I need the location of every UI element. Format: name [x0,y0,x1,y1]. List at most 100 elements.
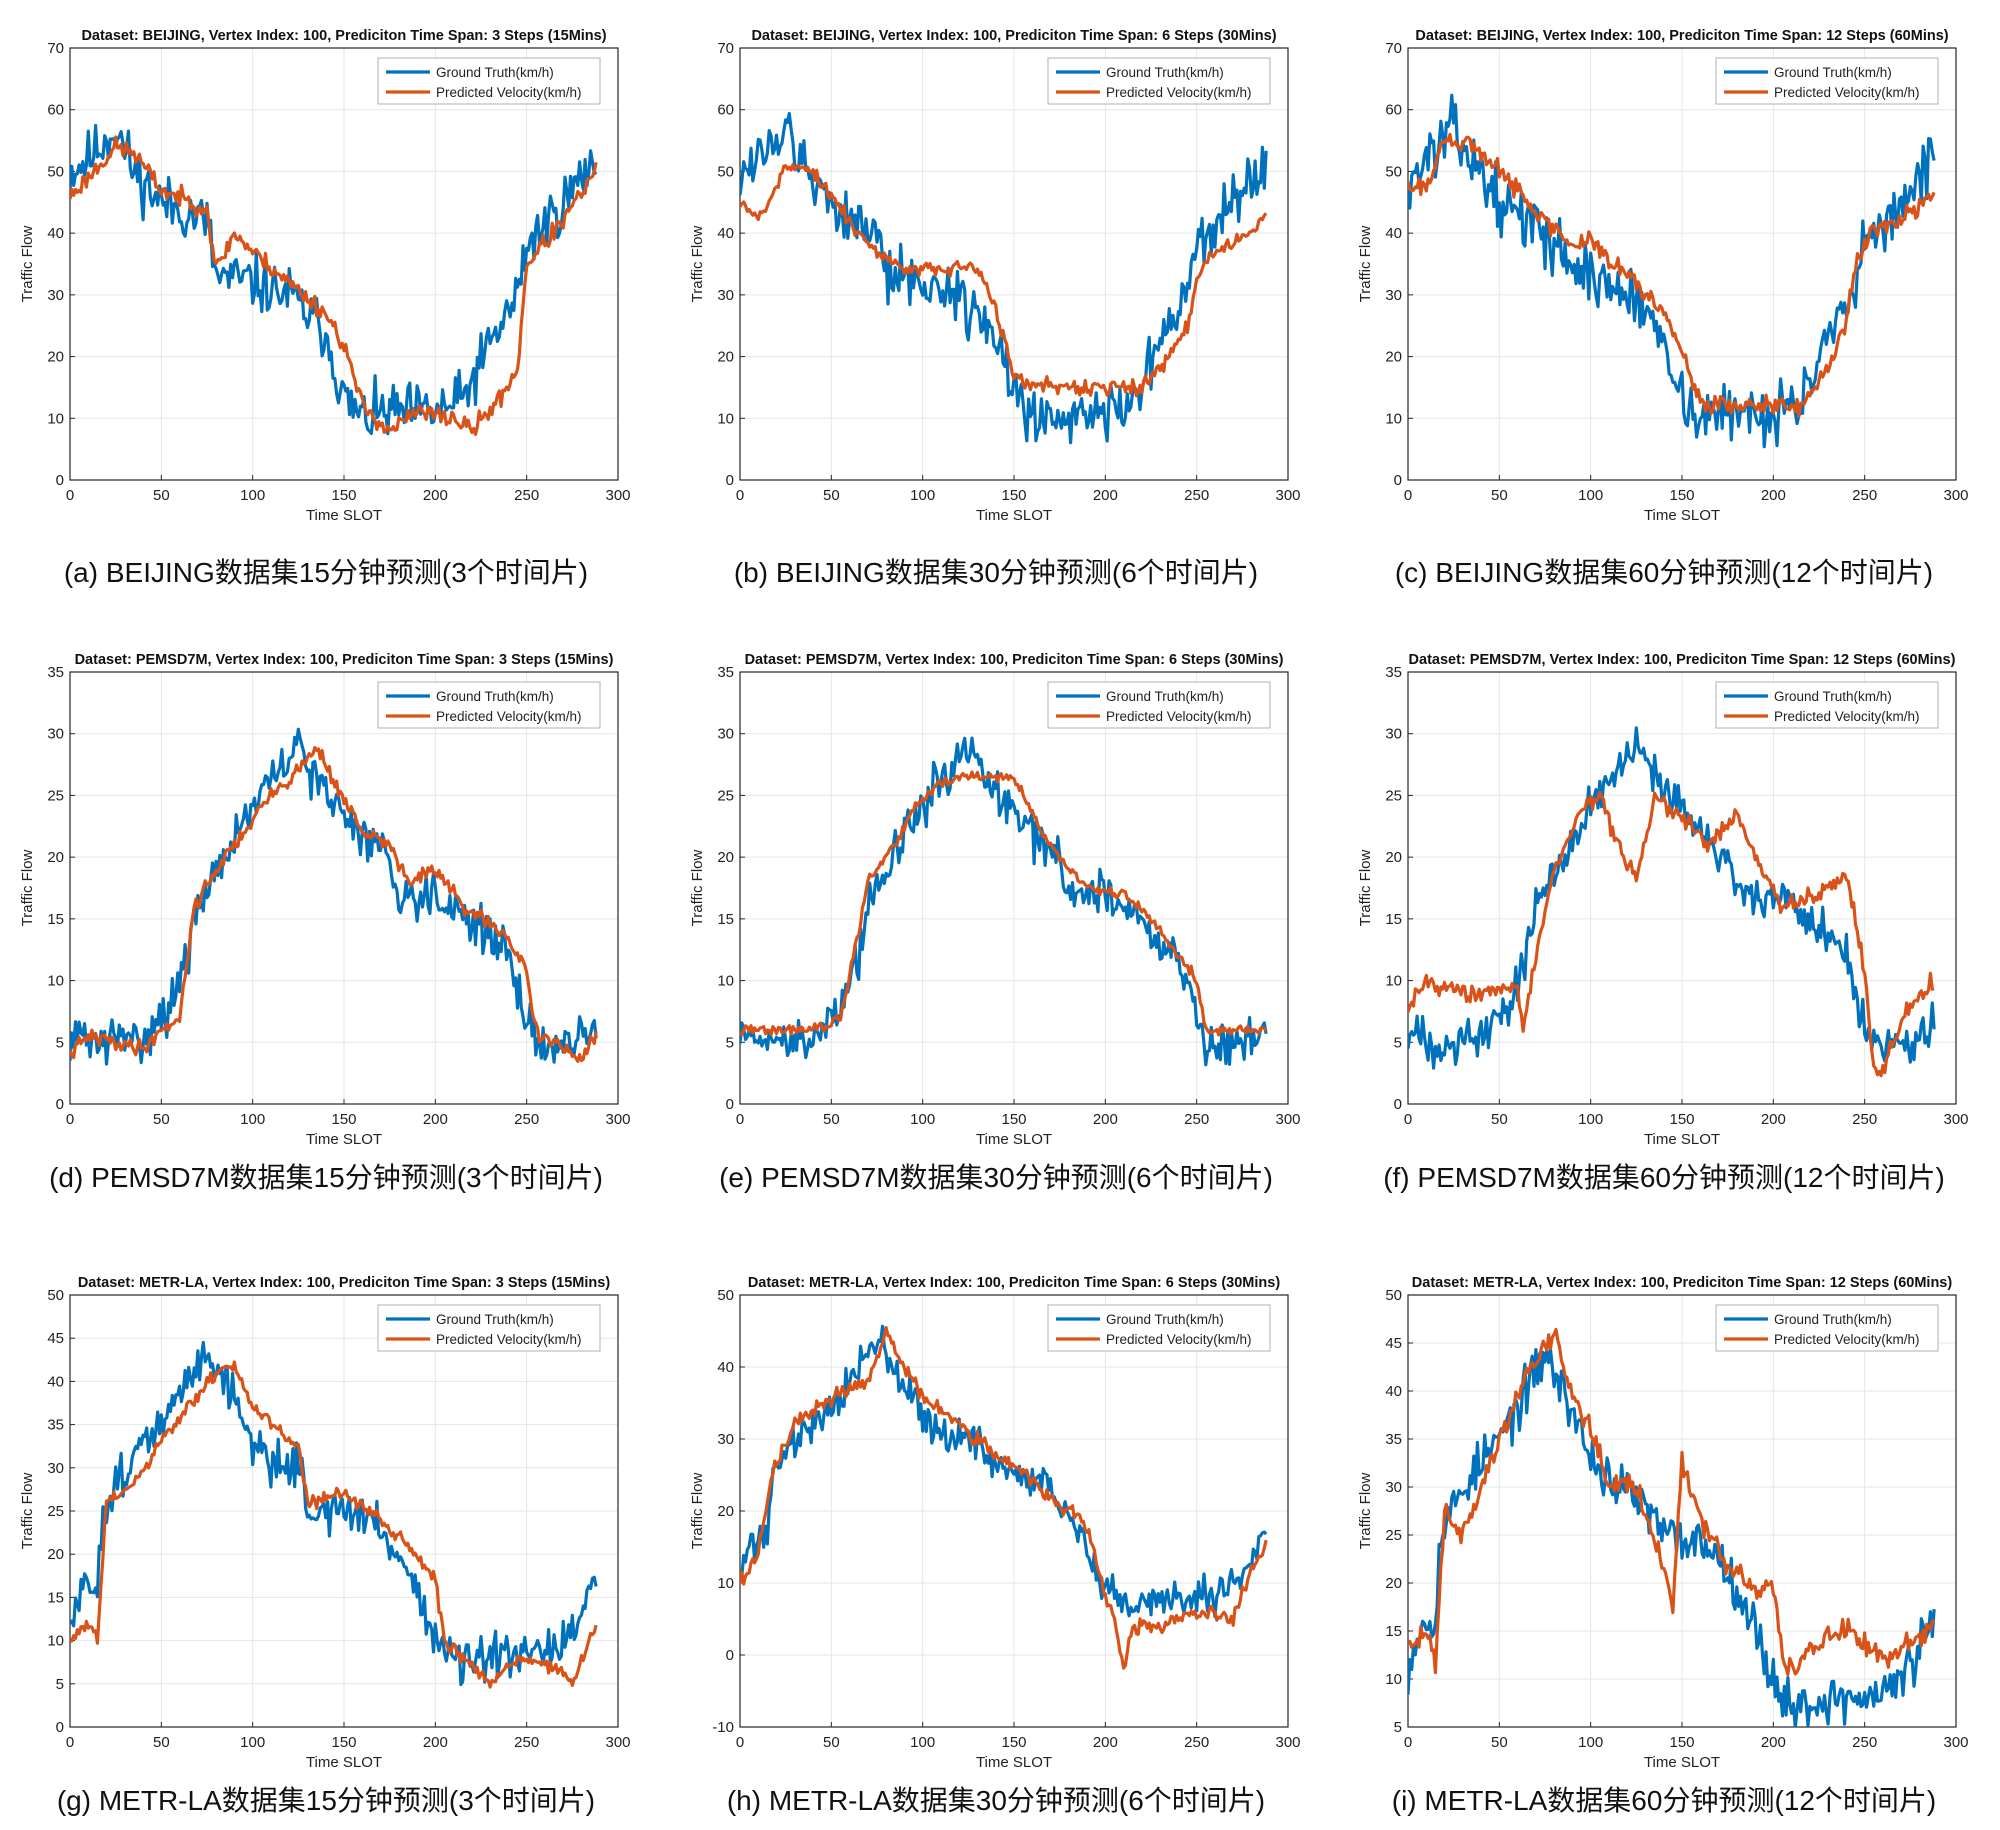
y-tick-label: 50 [47,1287,64,1304]
x-tick-label: 100 [1578,1111,1603,1128]
y-tick-label: 60 [1385,102,1402,119]
y-tick-label: 20 [717,349,734,366]
y-tick-label: 25 [1385,787,1402,804]
x-tick-label: 300 [1943,1734,1968,1751]
x-axis-label: Time SLOT [1644,507,1720,524]
legend-box [1715,1304,1939,1352]
legend-box [377,57,601,105]
x-tick-label: 50 [1491,487,1508,504]
y-tick-label: 0 [56,472,64,489]
chart-title: Dataset: PEMSD7M, Vertex Index: 100, Pre… [1409,652,1956,668]
legend-box [377,681,601,729]
chart-panel: 0 50 100 150 200 250 300 0 10 20 30 40 50 60 70 Dataset… [689,28,1301,588]
x-tick-label: 100 [240,487,265,504]
y-tick-label: 5 [56,1034,64,1051]
y-tick-label: 20 [1385,349,1402,366]
x-tick-label: 150 [1669,1734,1694,1751]
y-tick-label: 70 [1385,40,1402,57]
chart-panel: 0 50 100 150 200 250 300 0 5 10 15 20 25 30 35 Dataset:… [689,652,1301,1193]
y-tick-label: 0 [56,1719,64,1736]
x-tick-label: 200 [1093,1734,1118,1751]
x-tick-label: 150 [1669,1111,1694,1128]
x-tick-label: 100 [910,1111,935,1128]
y-tick-label: 20 [47,849,64,866]
y-tick-label: 30 [1385,287,1402,304]
legend-label: Ground Truth(km/h) [1774,689,1892,704]
x-tick-label: 150 [1669,487,1694,504]
x-tick-label: 250 [514,487,539,504]
chart-panel: 0 50 100 150 200 250 300 0 10 20 30 40 50 60 70 Dataset… [19,28,631,588]
ground-truth-line [70,123,598,436]
legend-label: Predicted Velocity(km/h) [436,709,582,724]
figure-caption: (i) METR-LA数据集60分钟预测(12个时间片) [1392,1785,1936,1816]
y-tick-label: 45 [47,1330,64,1347]
y-axis-label: Traffic Flow [19,225,36,302]
y-tick-label: 10 [47,410,64,427]
chart-title: Dataset: BEIJING, Vertex Index: 100, Pre… [751,28,1276,44]
legend-box [1047,57,1271,105]
ground-truth-line [740,1324,1268,1619]
y-tick-label: 30 [1385,1479,1402,1496]
y-tick-label: 20 [717,849,734,866]
x-tick-label: 50 [823,1111,840,1128]
x-tick-label: 250 [1852,1734,1877,1751]
x-axis-label: Time SLOT [976,1131,1052,1148]
x-axis-label: Time SLOT [976,1754,1052,1771]
x-tick-label: 150 [1001,1734,1026,1751]
legend-label: Ground Truth(km/h) [1774,65,1892,80]
y-tick-label: 25 [47,1503,64,1520]
x-tick-label: 100 [1578,487,1603,504]
legend-box [1715,681,1939,729]
chart-panel: 0 50 100 150 200 250 300 5 10 15 20 25 30 35 40 45 50 Dat… [1357,1275,1969,1816]
x-tick-label: 250 [514,1734,539,1751]
ground-truth-line [70,1340,598,1687]
legend-label: Ground Truth(km/h) [436,65,554,80]
figure-caption: (b) BEIJING数据集30分钟预测(6个时间片) [734,557,1258,588]
y-tick-label: 0 [1394,472,1402,489]
y-tick-label: 30 [717,287,734,304]
figure-caption: (e) PEMSD7M数据集30分钟预测(6个时间片) [719,1162,1273,1193]
x-tick-label: 300 [1275,487,1300,504]
y-tick-label: 0 [726,472,734,489]
x-tick-label: 250 [514,1111,539,1128]
y-axis-label: Traffic Flow [1357,849,1374,926]
x-tick-label: 0 [66,487,74,504]
y-tick-label: 50 [1385,163,1402,180]
legend-label: Ground Truth(km/h) [1106,1312,1224,1327]
figure-caption: (g) METR-LA数据集15分钟预测(3个时间片) [57,1785,595,1816]
y-tick-label: 0 [726,1647,734,1664]
chart-panel: 0 50 100 150 200 250 300 0 5 10 15 20 25 30 35 40 45 50 Da… [19,1275,631,1816]
y-tick-label: 40 [717,1359,734,1376]
x-tick-label: 200 [1761,1111,1786,1128]
x-tick-label: 50 [823,487,840,504]
x-tick-label: 50 [153,487,170,504]
x-tick-label: 300 [1943,487,1968,504]
legend-label: Predicted Velocity(km/h) [1106,1332,1252,1347]
y-tick-label: 10 [717,973,734,990]
chart-title: Dataset: METR-LA, Vertex Index: 100, Pre… [1412,1275,1953,1291]
y-tick-label: 40 [1385,225,1402,242]
x-tick-label: 50 [153,1111,170,1128]
chart-title: Dataset: BEIJING, Vertex Index: 100, Pre… [1415,28,1948,44]
y-tick-label: 45 [1385,1335,1402,1352]
chart-panel: 0 50 100 150 200 250 300 0 10 20 30 40 50 60 70 Dataset… [1357,28,1969,588]
legend-box [1047,681,1271,729]
legend-label: Predicted Velocity(km/h) [1106,709,1252,724]
x-tick-label: 0 [1404,1734,1412,1751]
predicted-velocity-line [70,746,598,1063]
y-tick-label: 40 [47,225,64,242]
legend-label: Ground Truth(km/h) [436,1312,554,1327]
x-tick-label: 0 [66,1734,74,1751]
y-tick-label: 0 [56,1096,64,1113]
y-tick-label: 70 [47,40,64,57]
legend-box [377,1304,601,1352]
y-tick-label: 35 [717,664,734,681]
chart-title: Dataset: METR-LA, Vertex Index: 100, Pre… [748,1275,1281,1291]
x-tick-label: 300 [1275,1734,1300,1751]
y-tick-label: 50 [47,163,64,180]
predicted-velocity-line [70,135,598,436]
x-axis-label: Time SLOT [306,1754,382,1771]
legend-label: Predicted Velocity(km/h) [1774,85,1920,100]
y-tick-label: 30 [47,1460,64,1477]
legend-box [1047,1304,1271,1352]
